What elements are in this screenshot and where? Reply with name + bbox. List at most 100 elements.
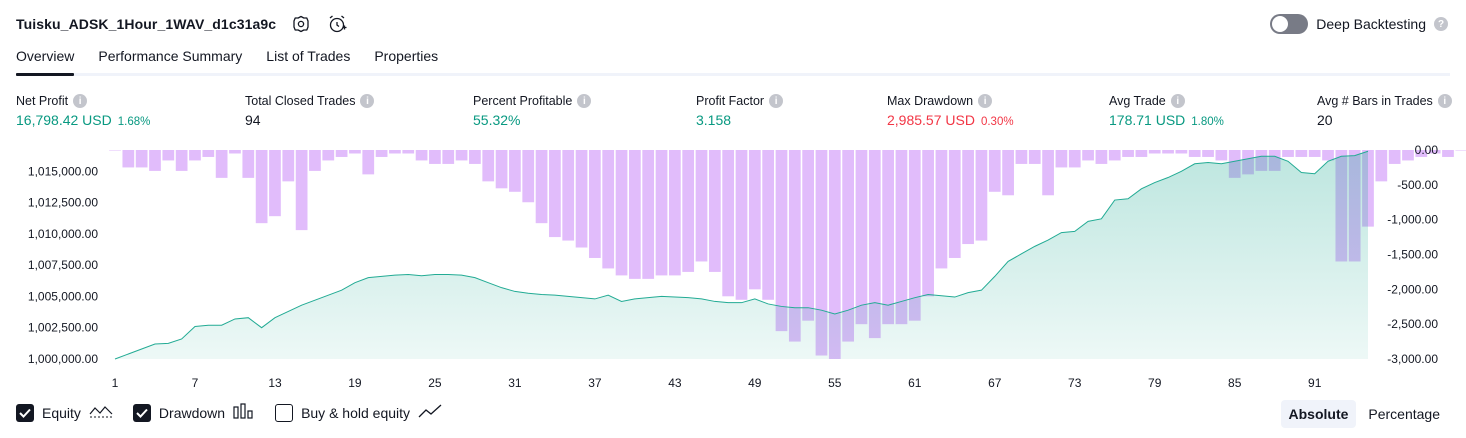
metric-percent-profitable: Percent Profitable i 55.32%: [473, 94, 592, 128]
drawdown-bar: [522, 150, 535, 203]
drawdown-bar: [1002, 150, 1014, 196]
drawdown-bar: [135, 150, 148, 168]
percentage-button[interactable]: Percentage: [1368, 406, 1440, 422]
drawdown-axis-tick-label: -2,000.00: [1387, 282, 1438, 296]
info-icon[interactable]: i: [1170, 94, 1185, 108]
report-tabs: Overview Performance Summary List of Tra…: [16, 42, 1450, 76]
trade-axis-tick-label: 49: [748, 376, 762, 390]
drawdown-bar: [282, 150, 295, 182]
trade-axis-tick-label: 79: [1148, 376, 1162, 390]
drawdown-bar: [908, 150, 921, 321]
drawdown-bar: [215, 150, 228, 178]
trade-axis-tick-label: 55: [828, 376, 842, 390]
equity-axis-tick-label: 1,007,500.00: [28, 258, 98, 272]
info-icon[interactable]: i: [978, 94, 993, 108]
toggle-knob: [1272, 16, 1289, 32]
drawdown-bar: [495, 150, 508, 189]
drawdown-bar: [655, 150, 668, 276]
drawdown-axis-tick-label: -1,000.00: [1387, 213, 1438, 227]
trade-axis-tick-label: 67: [988, 376, 1002, 390]
legend-label: Drawdown: [158, 404, 226, 421]
deep-backtesting-toggle[interactable]: [1270, 14, 1309, 34]
metric-avg-trade: Avg Trade i 178.71 USD 1.80%: [1109, 94, 1224, 128]
drawdown-bar: [1015, 150, 1028, 164]
drawdown-bar: [1442, 150, 1454, 157]
drawdown-checkbox[interactable]: [132, 403, 151, 422]
info-icon[interactable]: i: [1437, 94, 1452, 108]
drawdown-bar: [1135, 150, 1148, 157]
tab-performance-summary[interactable]: Performance Summary: [98, 48, 243, 64]
legend-label: Equity: [42, 404, 81, 421]
metric-percent: 1.68%: [117, 116, 151, 128]
drawdown-bar: [1415, 150, 1428, 157]
drawdown-bar: [882, 150, 894, 325]
metric-label: Max Drawdown: [887, 94, 974, 108]
drawdown-bar: [1308, 150, 1321, 157]
drawdown-bar: [1175, 150, 1188, 154]
drawdown-bar: [149, 150, 161, 171]
drawdown-bar: [255, 150, 268, 224]
drawdown-bar: [815, 150, 828, 356]
drawdown-bar: [788, 150, 801, 342]
chart-legend: Equity Drawdown Buy & hold equity: [16, 403, 442, 422]
tab-overview[interactable]: Overview: [16, 42, 75, 76]
drawdown-bar: [642, 150, 655, 279]
drawdown-axis-tick-label: 0.00: [1415, 143, 1439, 157]
drawdown-bar: [842, 150, 854, 342]
line-chart-icon: [418, 403, 442, 422]
drawdown-bar: [1375, 150, 1388, 182]
drawdown-bar: [948, 150, 961, 258]
trade-axis-tick-label: 43: [668, 376, 682, 390]
drawdown-bar: [242, 150, 255, 178]
drawdown-bar: [429, 150, 441, 164]
buy-hold-checkbox[interactable]: [275, 403, 294, 422]
info-icon[interactable]: i: [360, 94, 375, 108]
drawdown-bar: [1068, 150, 1081, 168]
metrics-row: Net Profit i 16,798.42 USD 1.68% Total Clo…: [0, 94, 1466, 134]
drawdown-bar: [1282, 150, 1294, 157]
tab-properties[interactable]: Properties: [374, 48, 439, 64]
drawdown-bar: [1402, 150, 1414, 161]
absolute-button[interactable]: Absolute: [1280, 400, 1357, 428]
info-icon[interactable]: i: [73, 94, 88, 108]
metric-value: 55.32%: [473, 112, 521, 128]
question-icon[interactable]: ?: [1434, 17, 1448, 31]
drawdown-bar: [1122, 150, 1134, 157]
drawdown-bar: [1095, 150, 1108, 164]
drawdown-bar: [868, 150, 881, 339]
metric-label: Avg # Bars in Trades: [1317, 94, 1433, 108]
add-alert-icon[interactable]: [326, 13, 348, 35]
drawdown-bar: [202, 150, 215, 157]
metric-percent: 0.30%: [980, 116, 1014, 128]
legend-equity[interactable]: Equity: [16, 403, 113, 422]
drawdown-bar: [549, 150, 561, 238]
trade-axis-tick-label: 19: [348, 376, 362, 390]
info-icon[interactable]: i: [769, 94, 784, 108]
drawdown-bar: [735, 150, 748, 300]
gear-icon[interactable]: [290, 13, 312, 35]
drawdown-bar: [935, 150, 948, 269]
equity-line: [114, 150, 1369, 360]
report-header: Tuisku_ADSK_1Hour_1WAV_d1c31a9c: [16, 10, 348, 38]
drawdown-bar: [175, 150, 188, 171]
drawdown-bar: [402, 150, 415, 154]
info-icon[interactable]: i: [577, 94, 592, 108]
trade-axis-tick-label: 73: [1068, 376, 1082, 390]
drawdown-bar: [482, 150, 495, 182]
legend-buy-hold[interactable]: Buy & hold equity: [275, 403, 442, 422]
drawdown-bar: [855, 150, 868, 325]
drawdown-axis-tick-label: -2,500.00: [1387, 317, 1438, 331]
drawdown-bar: [122, 150, 135, 168]
drawdown-bar: [615, 150, 628, 276]
drawdown-bar: [269, 150, 281, 217]
metric-value: 94: [245, 112, 261, 128]
legend-drawdown[interactable]: Drawdown: [132, 403, 255, 422]
equity-drawdown-chart[interactable]: 1,015,000.00 1,012,500.00 1,010,000.00 1,00…: [0, 140, 1466, 395]
metric-value: 178.71 USD: [1109, 112, 1186, 128]
trade-axis-tick-label: 13: [268, 376, 282, 390]
equity-axis-tick-label: 1,010,000.00: [28, 227, 98, 241]
equity-checkbox[interactable]: [16, 403, 34, 422]
metric-value: 20: [1317, 112, 1333, 128]
tab-list-of-trades[interactable]: List of Trades: [266, 48, 351, 64]
trade-axis-tick-label: 25: [428, 376, 442, 390]
